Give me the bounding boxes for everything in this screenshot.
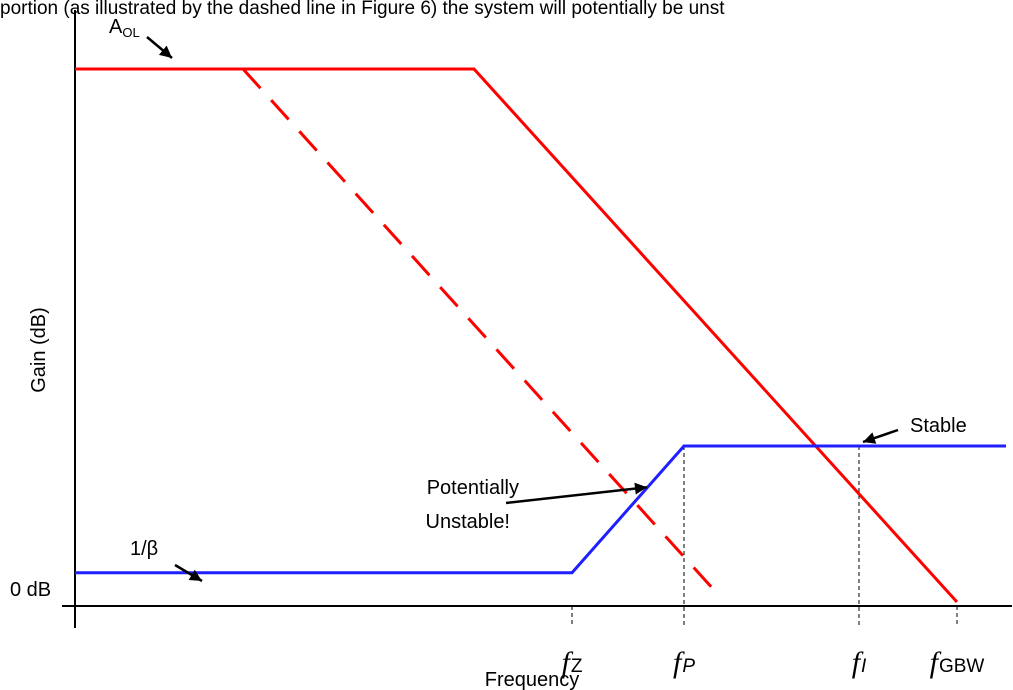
y-axis-label: Gain (dB) (28, 307, 50, 393)
stable-arrow (862, 428, 899, 444)
svg-text:fP: fP (673, 646, 695, 679)
x-tick-fi: fI (852, 646, 867, 679)
aol-label: AOL (109, 16, 140, 40)
aol-arrow (146, 36, 173, 59)
potential-arrow (505, 482, 648, 505)
x-axis-label: Frequency (485, 669, 580, 690)
x-tick-fgbw: fGBW (930, 646, 985, 679)
x-tick-fz: fZ (562, 646, 583, 679)
beta-arrow (174, 563, 203, 583)
beta-label: 1/β (130, 538, 158, 560)
aol-dashed-curve (241, 67, 721, 597)
aol-label-main: A (109, 16, 123, 38)
frequency-guides (571, 446, 958, 626)
x-tick-fp-sub: P (682, 656, 695, 677)
x-tick-fz-sub: Z (571, 656, 583, 677)
annotation-potential-line2: Unstable! (426, 511, 511, 533)
inverse-beta-curve (75, 444, 1006, 575)
caption-text: portion (as illustrated by the dashed li… (0, 0, 725, 19)
x-tick-fi-sub: I (861, 656, 867, 677)
y-tick-label-0db: 0 dB (10, 579, 51, 601)
annotation-stable: Stable (910, 415, 967, 437)
svg-text:fZ: fZ (562, 646, 583, 679)
annotation-arrows (146, 36, 899, 583)
annotation-potential-line1: Potentially (427, 477, 519, 499)
svg-text:fGBW: fGBW (930, 646, 985, 679)
x-tick-fgbw-sub: GBW (939, 656, 984, 677)
x-tick-fp: fP (673, 646, 695, 679)
aol-label-sub: OL (122, 25, 139, 40)
aol-curve (75, 67, 959, 604)
svg-text:fI: fI (852, 646, 867, 679)
